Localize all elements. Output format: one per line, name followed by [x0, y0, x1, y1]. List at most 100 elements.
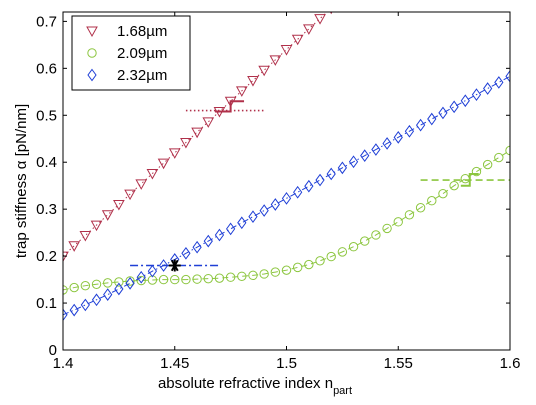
data-point: [494, 152, 504, 163]
data-point: [326, 167, 336, 181]
y-axis-label: trap stiffness α [pN/nm]: [13, 104, 30, 258]
data-point: [237, 216, 247, 230]
data-point: [494, 76, 504, 89]
series-line: [63, 12, 328, 257]
data-point: [63, 285, 68, 295]
data-point: [449, 100, 459, 114]
data-point: [181, 274, 191, 285]
legend-marker: [86, 26, 98, 38]
data-point: [280, 45, 293, 56]
data-point: [281, 265, 292, 275]
data-point: [203, 273, 213, 284]
data-point: [471, 166, 482, 177]
y-tick-label: 0.5: [36, 107, 57, 124]
data-point: [79, 230, 92, 242]
x-tick-label: 1.45: [160, 355, 189, 372]
data-point: [326, 251, 336, 262]
y-tick-label: 0.3: [36, 201, 57, 218]
data-point: [293, 185, 303, 199]
data-point: [438, 106, 448, 120]
data-point: [157, 158, 170, 170]
step-marker: [460, 172, 479, 187]
data-point: [427, 112, 437, 126]
data-point: [270, 198, 280, 211]
y-tick-label: 0.2: [36, 248, 57, 265]
data-point: [69, 303, 79, 317]
x-axis-label-subscript: part: [333, 385, 352, 397]
data-point: [225, 272, 236, 282]
data-point: [235, 86, 248, 97]
data-point: [393, 130, 403, 144]
data-point: [348, 155, 359, 169]
data-point: [337, 247, 348, 257]
data-point: [270, 267, 281, 277]
x-axis-label-main: absolute refractive index n: [158, 375, 333, 392]
data-point: [69, 282, 79, 293]
y-tick-label: 0.1: [36, 295, 57, 312]
data-point: [471, 88, 482, 101]
data-point: [202, 117, 215, 128]
legend-label: 2.09µm: [117, 45, 167, 62]
data-point: [371, 230, 381, 240]
data-point: [415, 203, 426, 213]
data-point: [382, 137, 392, 150]
data-point: [91, 293, 102, 307]
legend-box: [71, 15, 191, 91]
step-marker: [214, 100, 245, 113]
data-point: [337, 0, 347, 3]
data-point: [180, 138, 192, 149]
legend-label: 2.32µm: [117, 67, 167, 84]
data-point: [382, 223, 392, 234]
data-point: [135, 179, 148, 190]
data-point: [136, 275, 146, 286]
data-point: [168, 148, 181, 159]
data-point: [460, 94, 470, 108]
data-point: [80, 298, 90, 312]
star-marker: [168, 259, 181, 272]
data-point: [415, 118, 426, 132]
legend-marker: [87, 48, 97, 58]
data-point: [226, 222, 236, 236]
data-point: [449, 180, 459, 191]
legend: 1.68µm 2.09µm 2.32µm: [71, 15, 191, 91]
data-point: [303, 24, 315, 35]
data-point: [68, 241, 81, 252]
data-point: [259, 269, 269, 279]
data-point: [427, 196, 437, 206]
x-tick-label: 1.55: [384, 355, 413, 372]
y-tick-label: 0.6: [36, 60, 57, 77]
series-0: [63, 0, 347, 263]
data-point: [63, 308, 68, 322]
data-point: [315, 173, 325, 187]
tick-layer: 1.4 1.45 1.5 1.55 1.6 0 0.1 0.2 0.3 0.4 0.5 0.6 0.7: [36, 12, 520, 372]
data-point: [314, 14, 326, 25]
data-point: [247, 76, 259, 87]
data-point: [124, 189, 136, 201]
x-tick-label: 1.4: [53, 355, 74, 372]
data-point: [304, 179, 314, 193]
data-point: [505, 69, 510, 83]
data-point: [438, 188, 448, 199]
data-point: [80, 280, 91, 291]
data-point: [304, 259, 314, 270]
data-point: [101, 210, 114, 221]
data-point: [348, 242, 359, 252]
data-point: [158, 259, 169, 272]
data-point: [483, 82, 493, 95]
data-point: [114, 282, 124, 296]
data-point: [237, 271, 247, 281]
data-point: [103, 288, 113, 301]
data-point: [248, 210, 258, 224]
data-point: [258, 65, 270, 77]
data-point: [482, 159, 493, 170]
data-point: [203, 234, 213, 248]
data-point: [91, 279, 102, 289]
data-point: [281, 192, 292, 205]
data-point: [136, 270, 146, 284]
y-tick-label: 0.4: [36, 154, 57, 171]
x-tick-label: 1.6: [500, 355, 521, 372]
data-point: [103, 278, 113, 288]
y-tick-label: 0: [49, 342, 57, 359]
data-point: [113, 199, 125, 211]
